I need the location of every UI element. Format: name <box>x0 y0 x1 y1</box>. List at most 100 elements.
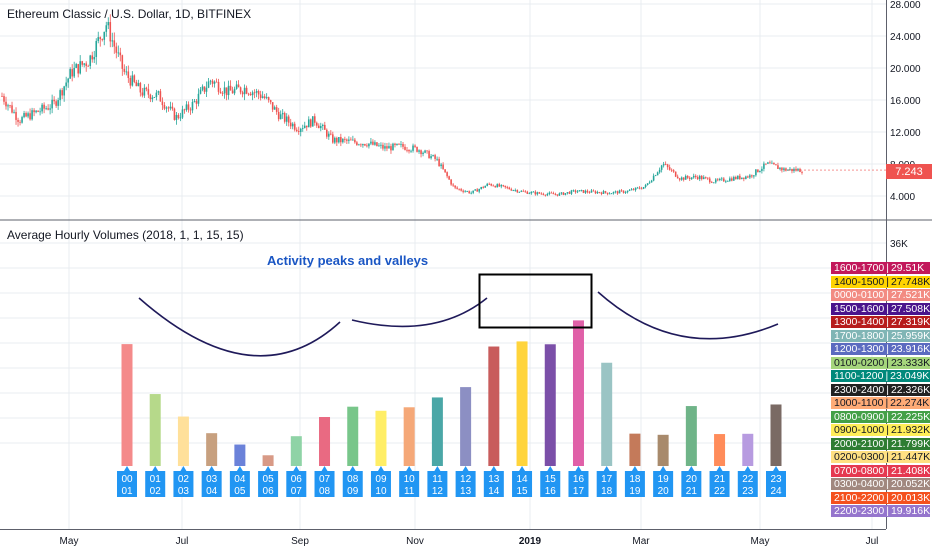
legend-item-label: 1400-1500 <box>834 275 885 288</box>
price-candle-body <box>612 191 615 194</box>
legend-item-label: 1600-1700 <box>834 262 885 274</box>
legend-item-value: 27.521K <box>890 289 930 301</box>
legend-item-separator: | <box>886 424 889 436</box>
grid <box>0 0 886 529</box>
price-candle-body <box>129 78 132 86</box>
legend-item-value: 23.333K <box>890 356 930 369</box>
price-candle-body <box>618 190 621 194</box>
price-candle-body <box>382 144 384 149</box>
price-candle-body <box>426 150 428 152</box>
price-candle-body <box>27 113 29 117</box>
price-candle-body <box>628 190 631 192</box>
hour-label-box <box>596 471 617 497</box>
price-candle-body <box>716 179 719 181</box>
price-candle-body <box>305 125 308 128</box>
price-candle-body <box>666 164 669 168</box>
time-tick-label: Sep <box>291 536 309 547</box>
legend-item-separator: | <box>886 410 889 423</box>
legend-item: 1100-1200 | 23.049K <box>831 370 930 382</box>
hour-label-pointer <box>773 466 779 471</box>
price-candle-body <box>25 113 27 117</box>
time-tick-label: Nov <box>406 536 424 547</box>
price-candle-body <box>743 177 745 179</box>
price-candle-body <box>253 92 256 94</box>
price-candle-body <box>678 178 681 180</box>
price-candle-body <box>714 179 717 183</box>
price-candle-body <box>526 191 529 194</box>
indicator-axis: 36K <box>890 239 908 250</box>
price-candle-body <box>402 143 404 147</box>
price-tick-label: 20.000 <box>890 64 921 75</box>
price-candle-body <box>319 126 322 129</box>
price-candle-body <box>285 116 288 122</box>
price-candle-body <box>456 187 458 189</box>
hour-label-end: 22 <box>714 486 726 497</box>
highlight-box <box>478 273 593 329</box>
volume-bar-02-03 <box>177 416 189 466</box>
price-candle-body <box>71 69 73 77</box>
price-candle-body <box>322 124 324 127</box>
price-candle-body <box>759 170 761 173</box>
price-candle-body <box>123 68 126 72</box>
price-candle-body <box>650 180 653 183</box>
price-candle-body <box>75 64 77 68</box>
price-candle-body <box>101 39 104 40</box>
hour-label-end: 11 <box>404 486 415 497</box>
legend-item: 1000-1100 | 22.274K <box>831 397 930 409</box>
price-candle-body <box>37 110 39 112</box>
price-candle-body <box>211 80 214 84</box>
price-candle-body <box>213 81 216 84</box>
price-candle-body <box>731 178 733 181</box>
price-candle-body <box>205 87 208 92</box>
price-candle-body <box>1 96 3 97</box>
price-candle-body <box>307 119 310 128</box>
hour-label-end: 19 <box>629 486 641 497</box>
price-candle-body <box>324 124 326 130</box>
hour-label-pointer <box>462 466 469 471</box>
price-candle-body <box>787 169 789 171</box>
time-axis[interactable]: May Jul Sep Nov 2019 Mar May Jul <box>60 536 879 547</box>
price-candle-body <box>548 192 551 194</box>
price-candle-body <box>111 40 114 42</box>
price-candle-body <box>710 182 713 184</box>
annotation-title: Activity peaks and valleys <box>267 253 429 268</box>
price-candle-body <box>656 172 659 176</box>
hour-label-pointer <box>208 466 215 471</box>
price-candle-body <box>500 185 503 187</box>
price-candle-body <box>311 116 314 127</box>
price-candle-body <box>735 177 737 180</box>
price-candle-body <box>57 100 59 106</box>
price-candle-body <box>480 187 482 190</box>
hour-label-box <box>512 471 533 497</box>
legend-item: 0100-0200 | 23.333K <box>831 356 930 369</box>
hour-label-pointer <box>547 466 554 471</box>
price-candle-body <box>494 185 497 188</box>
hour-label-start: 23 <box>770 474 782 485</box>
price-candle-body <box>662 164 665 166</box>
hour-label-start: 16 <box>573 474 585 485</box>
indicator-top-tick-label: 36K <box>890 239 908 250</box>
price-candle-body <box>610 193 613 195</box>
price-candle-body <box>29 113 31 120</box>
hour-label-box <box>173 471 194 497</box>
time-tick-label: Mar <box>632 536 650 547</box>
price-candle-body <box>424 150 426 153</box>
price-candle-body <box>602 191 605 194</box>
price-candle-body <box>203 86 206 92</box>
price-candle-body <box>434 155 436 159</box>
hour-label-box <box>540 471 561 497</box>
price-candle-body <box>658 169 661 173</box>
volume-bar-21-22 <box>714 434 726 466</box>
price-candle-body <box>576 191 579 193</box>
price-candle-body <box>105 25 108 32</box>
hour-label-start: 18 <box>629 474 641 485</box>
hour-label-box <box>258 471 279 497</box>
hour-label-box <box>737 471 758 497</box>
hour-label-end: 01 <box>121 486 133 497</box>
price-candle-body <box>574 190 577 193</box>
price-candle-body <box>472 190 474 193</box>
hour-label-box <box>653 471 674 497</box>
volume-bars <box>121 320 782 466</box>
legend-item-label: 1300-1400 <box>834 316 885 328</box>
